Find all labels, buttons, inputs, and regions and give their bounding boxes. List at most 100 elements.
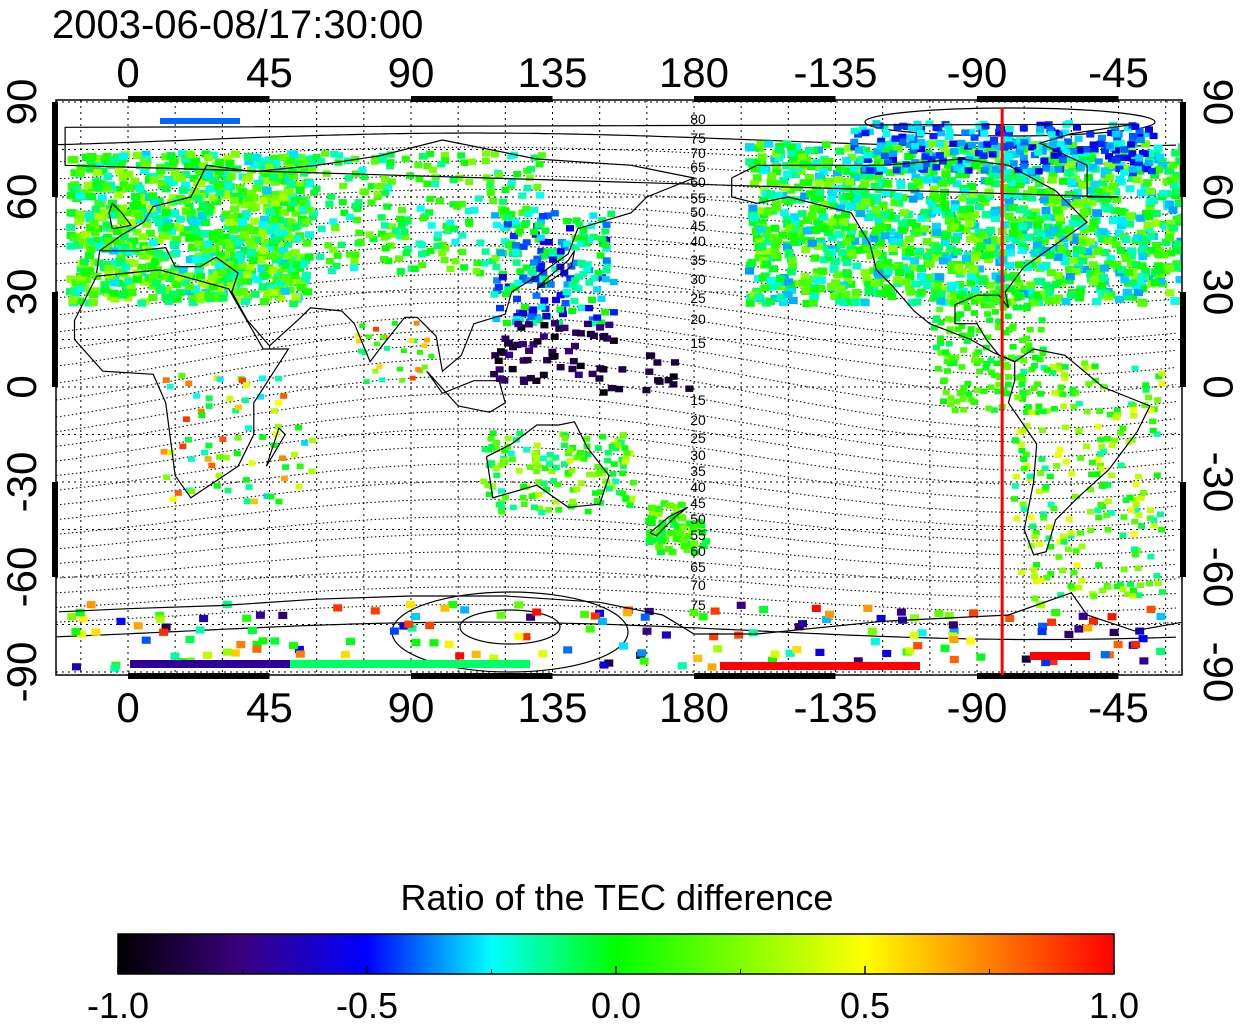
tec-cell — [270, 637, 280, 645]
tec-cell — [913, 252, 923, 260]
tec-cell — [1074, 625, 1084, 633]
tec-cell — [953, 164, 962, 172]
tec-cell — [203, 208, 213, 216]
tec-cell — [164, 297, 174, 305]
tec-cell — [942, 389, 950, 396]
tec-cell — [508, 456, 516, 463]
tec-cell — [526, 613, 536, 621]
frame-bar-bottom — [411, 673, 553, 679]
tec-cell — [770, 281, 780, 289]
tec-cell — [1105, 187, 1115, 195]
tec-cell — [790, 219, 800, 227]
tec-cell — [963, 338, 971, 344]
tec-cell — [1082, 200, 1092, 208]
tec-cell — [1172, 264, 1182, 272]
tec-cell — [205, 403, 213, 409]
tec-cell — [346, 637, 355, 645]
tec-cell — [118, 173, 128, 182]
y-tick-label-left: -90 — [0, 642, 45, 703]
y-tick-label-left: -60 — [0, 547, 45, 608]
tec-cell — [511, 284, 520, 292]
tec-cell — [1184, 213, 1193, 220]
tec-cell — [135, 212, 145, 220]
tec-cell — [562, 288, 571, 296]
tec-cell — [355, 229, 364, 236]
tec-cell — [604, 457, 612, 464]
tec-cell — [889, 237, 899, 245]
tec-cell — [936, 140, 945, 148]
tec-cell — [960, 385, 968, 391]
mag-lat-label: 60 — [690, 543, 706, 559]
tec-cell — [270, 178, 280, 186]
tec-cell — [980, 167, 989, 174]
tec-cell — [1109, 121, 1118, 129]
tec-cell — [1023, 423, 1031, 429]
tec-cell — [148, 192, 158, 200]
tec-cell — [168, 290, 178, 298]
tec-cell — [1018, 246, 1028, 255]
tec-cell — [890, 198, 900, 206]
tec-cell — [920, 156, 930, 164]
tec-cell — [932, 164, 941, 171]
tec-cell — [698, 529, 707, 536]
tec-cell — [995, 381, 1003, 388]
tec-cell — [152, 279, 161, 287]
coastline-path — [731, 158, 1089, 363]
tec-cell — [601, 228, 610, 235]
tec-cell — [1156, 647, 1166, 655]
tec-cell — [769, 265, 778, 273]
x-tick-label-top: 45 — [246, 49, 293, 96]
mag-lat-label: 50 — [690, 204, 706, 220]
tec-cell — [871, 228, 881, 236]
tec-cell — [80, 284, 90, 292]
tec-cell — [291, 451, 298, 458]
tec-cell — [481, 157, 490, 165]
tec-cell — [415, 175, 424, 183]
tec-cell — [118, 204, 127, 212]
tec-cell — [608, 444, 616, 450]
tec-cell — [191, 256, 201, 264]
tec-cell — [495, 375, 504, 382]
tec-cell — [1182, 278, 1191, 285]
tec-cell — [337, 241, 346, 248]
tec-cell — [1182, 198, 1191, 205]
tec-cell — [783, 243, 792, 251]
tec-cell — [411, 612, 421, 621]
tec-cell — [934, 243, 944, 251]
tec-cell — [536, 192, 545, 199]
tec-cell — [759, 606, 769, 614]
tec-cell — [233, 289, 243, 297]
tec-cell — [921, 153, 930, 160]
tec-cell — [421, 364, 428, 370]
tec-cell — [555, 507, 563, 513]
tec-cell — [944, 123, 953, 130]
tec-cell — [155, 206, 165, 214]
tec-cell — [217, 280, 227, 288]
tec-cell — [599, 389, 608, 396]
tec-cell — [531, 275, 540, 283]
tec-cell — [208, 462, 216, 469]
tec-cell — [556, 248, 565, 255]
tec-cell — [770, 224, 780, 232]
tec-cell — [130, 192, 140, 201]
tec-cell — [888, 244, 898, 252]
tec-cell — [965, 332, 973, 339]
tec-cell — [358, 166, 367, 174]
tec-cell — [612, 445, 620, 452]
magnetic-contour-line — [56, 516, 1177, 556]
tec-cell — [937, 319, 945, 326]
tec-cell — [593, 314, 602, 321]
tec-cell — [1004, 381, 1012, 388]
tec-cell — [1020, 176, 1030, 185]
tec-cell — [516, 268, 525, 275]
tec-cell — [954, 147, 964, 155]
tec-cell — [66, 288, 75, 296]
tec-cell — [240, 231, 250, 239]
tec-cell — [1024, 291, 1034, 299]
tec-cell — [436, 197, 444, 204]
tec-cell — [465, 178, 474, 186]
tec-cell — [995, 128, 1004, 136]
tec-cell — [990, 407, 998, 413]
tec-cell — [1049, 226, 1059, 234]
